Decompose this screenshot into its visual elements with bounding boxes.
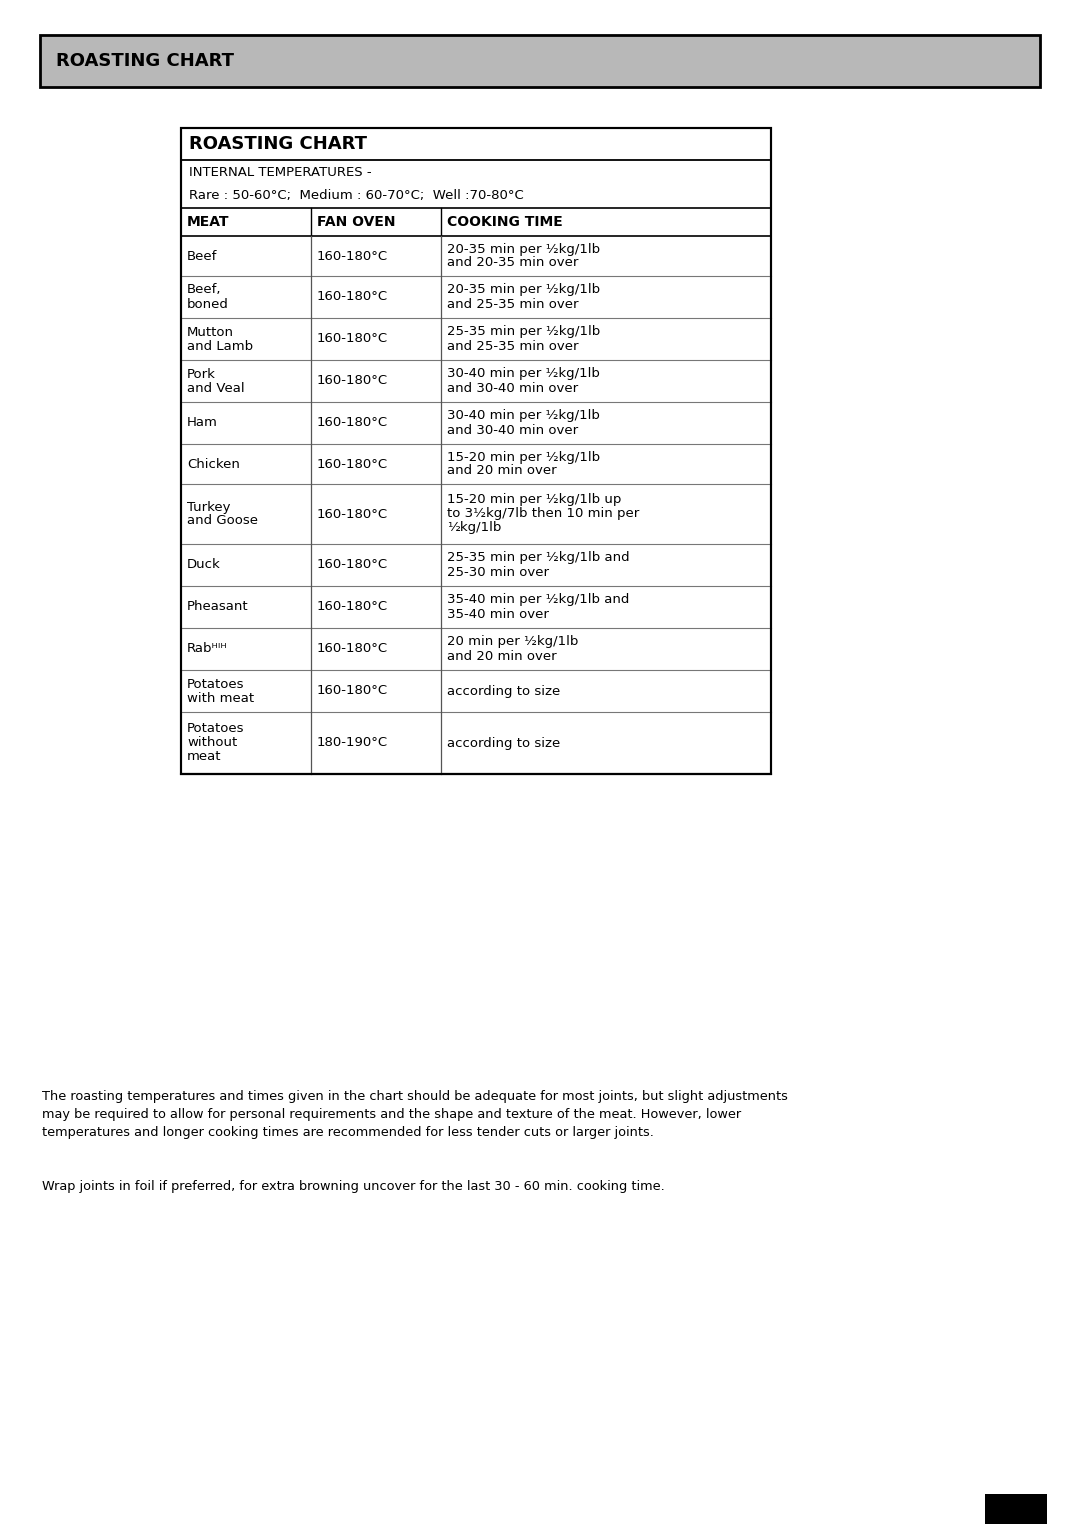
Text: with meat: with meat bbox=[187, 692, 254, 704]
Text: without: without bbox=[187, 736, 238, 750]
Text: Rare : 50-60°C;  Medium : 60-70°C;  Well :70-80°C: Rare : 50-60°C; Medium : 60-70°C; Well :… bbox=[189, 189, 524, 203]
Text: ROASTING CHART: ROASTING CHART bbox=[56, 52, 234, 70]
Text: Potatoes: Potatoes bbox=[187, 677, 244, 691]
Bar bbox=[181, 128, 771, 775]
Text: 20-35 min per ½kg/1lb: 20-35 min per ½kg/1lb bbox=[447, 284, 600, 296]
Text: may be required to allow for personal requirements and the shape and texture of : may be required to allow for personal re… bbox=[42, 1108, 741, 1122]
Text: COOKING TIME: COOKING TIME bbox=[447, 215, 563, 229]
Text: to 3½kg/7lb then 10 min per: to 3½kg/7lb then 10 min per bbox=[447, 507, 639, 521]
Text: according to size: according to size bbox=[447, 736, 561, 750]
Text: Chicken: Chicken bbox=[187, 457, 240, 471]
Bar bbox=[181, 128, 771, 775]
Text: Beef: Beef bbox=[187, 249, 217, 263]
Bar bbox=[985, 1494, 1047, 1523]
Text: and 20 min over: and 20 min over bbox=[447, 649, 556, 663]
Text: FAN OVEN: FAN OVEN bbox=[318, 215, 395, 229]
Text: 35-40 min over: 35-40 min over bbox=[447, 608, 549, 620]
Text: MEAT: MEAT bbox=[187, 215, 229, 229]
Text: ROASTING CHART: ROASTING CHART bbox=[189, 134, 367, 153]
Text: 30-40 min per ½kg/1lb: 30-40 min per ½kg/1lb bbox=[447, 368, 599, 380]
Bar bbox=[40, 35, 1040, 87]
Text: and 20 min over: and 20 min over bbox=[447, 465, 556, 477]
Text: 160-180°C: 160-180°C bbox=[318, 417, 388, 429]
Text: 160-180°C: 160-180°C bbox=[318, 642, 388, 656]
Text: and Goose: and Goose bbox=[187, 515, 258, 527]
Text: Potatoes: Potatoes bbox=[187, 723, 244, 735]
Text: Duck: Duck bbox=[187, 559, 220, 571]
Text: 20-35 min per ½kg/1lb: 20-35 min per ½kg/1lb bbox=[447, 243, 600, 255]
Text: INTERNAL TEMPERATURES -: INTERNAL TEMPERATURES - bbox=[189, 165, 372, 179]
Text: Beef,: Beef, bbox=[187, 284, 221, 296]
Text: boned: boned bbox=[187, 298, 229, 310]
Text: Pheasant: Pheasant bbox=[187, 601, 248, 614]
Text: 35-40 min per ½kg/1lb and: 35-40 min per ½kg/1lb and bbox=[447, 593, 630, 607]
Text: Mutton: Mutton bbox=[187, 325, 234, 339]
Text: 15-20 min per ½kg/1lb: 15-20 min per ½kg/1lb bbox=[447, 451, 600, 463]
Text: Turkey: Turkey bbox=[187, 501, 230, 513]
Text: 180-190°C: 180-190°C bbox=[318, 736, 388, 750]
Text: and Lamb: and Lamb bbox=[187, 339, 253, 353]
Text: and 25-35 min over: and 25-35 min over bbox=[447, 339, 579, 353]
Text: Ham: Ham bbox=[187, 417, 218, 429]
Text: Rabᴴᴵᴴ: Rabᴴᴵᴴ bbox=[187, 642, 228, 656]
Text: and Veal: and Veal bbox=[187, 382, 245, 394]
Text: temperatures and longer cooking times are recommended for less tender cuts or la: temperatures and longer cooking times ar… bbox=[42, 1126, 653, 1138]
Text: according to size: according to size bbox=[447, 685, 561, 697]
Text: The roasting temperatures and times given in the chart should be adequate for mo: The roasting temperatures and times give… bbox=[42, 1089, 788, 1103]
Text: 160-180°C: 160-180°C bbox=[318, 685, 388, 697]
Text: 27: 27 bbox=[1004, 1500, 1028, 1517]
Text: and 30-40 min over: and 30-40 min over bbox=[447, 423, 578, 437]
Text: 25-35 min per ½kg/1lb: 25-35 min per ½kg/1lb bbox=[447, 325, 600, 339]
Text: 15-20 min per ½kg/1lb up: 15-20 min per ½kg/1lb up bbox=[447, 494, 621, 506]
Text: 160-180°C: 160-180°C bbox=[318, 333, 388, 345]
Text: 160-180°C: 160-180°C bbox=[318, 249, 388, 263]
Text: 160-180°C: 160-180°C bbox=[318, 374, 388, 388]
Text: 160-180°C: 160-180°C bbox=[318, 457, 388, 471]
Text: 160-180°C: 160-180°C bbox=[318, 559, 388, 571]
Text: and 25-35 min over: and 25-35 min over bbox=[447, 298, 579, 310]
Text: meat: meat bbox=[187, 750, 221, 764]
Text: 30-40 min per ½kg/1lb: 30-40 min per ½kg/1lb bbox=[447, 410, 599, 423]
Text: 160-180°C: 160-180°C bbox=[318, 290, 388, 304]
Text: 160-180°C: 160-180°C bbox=[318, 507, 388, 521]
Text: Pork: Pork bbox=[187, 368, 216, 380]
Text: 25-30 min over: 25-30 min over bbox=[447, 565, 549, 579]
Text: and 30-40 min over: and 30-40 min over bbox=[447, 382, 578, 394]
Text: 25-35 min per ½kg/1lb and: 25-35 min per ½kg/1lb and bbox=[447, 552, 630, 564]
Text: and 20-35 min over: and 20-35 min over bbox=[447, 257, 579, 269]
Text: ½kg/1lb: ½kg/1lb bbox=[447, 521, 501, 535]
Text: 20 min per ½kg/1lb: 20 min per ½kg/1lb bbox=[447, 636, 579, 648]
Text: Wrap joints in foil if preferred, for extra browning uncover for the last 30 - 6: Wrap joints in foil if preferred, for ex… bbox=[42, 1180, 665, 1193]
Text: 160-180°C: 160-180°C bbox=[318, 601, 388, 614]
